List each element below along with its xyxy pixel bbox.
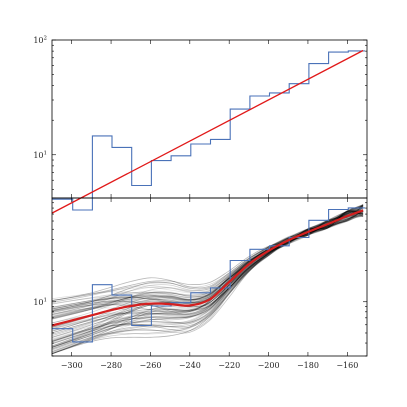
ensemble-curve: [51, 204, 364, 305]
ensemble-curve: [51, 207, 364, 340]
ensemble-curve: [51, 210, 364, 354]
ensemble-curve: [51, 215, 364, 337]
ensemble-curve: [51, 208, 364, 320]
x-tick-label: −240: [179, 361, 201, 370]
ensemble-curve: [51, 207, 364, 315]
x-tick-label: −300: [61, 361, 83, 370]
ensemble-curve: [51, 212, 364, 355]
ensemble-curve: [51, 203, 364, 349]
ensemble-curve: [51, 207, 364, 320]
x-tick-label: −280: [100, 361, 122, 370]
ensemble-curve: [51, 205, 364, 310]
best-fit-curve: [51, 209, 364, 327]
ensemble-curve: [51, 206, 364, 310]
ensemble-curve: [51, 210, 364, 310]
ensemble-curve: [51, 210, 364, 303]
ensemble-curve: [51, 206, 364, 314]
ensemble-curve: [51, 205, 364, 348]
ensemble-curve: [51, 212, 364, 315]
ensemble-curve: [51, 210, 364, 352]
ensemble-curve: [51, 214, 364, 308]
ensemble-curve: [51, 206, 364, 353]
y-tick-label: 101: [33, 150, 47, 160]
ensemble-curve: [51, 204, 364, 336]
ensemble-curve: [51, 210, 364, 342]
bottom-axes-frame: [51, 197, 368, 357]
ensemble-curve: [51, 211, 364, 315]
ensemble-curve: [51, 209, 364, 342]
x-tick-label: −200: [258, 361, 280, 370]
ensemble-curve: [51, 212, 364, 347]
ensemble-curve: [51, 211, 364, 313]
ensemble-curve: [51, 204, 364, 317]
x-tick-label: −160: [336, 361, 358, 370]
ensemble-curve: [51, 204, 364, 310]
y-tick-label: 101: [33, 297, 47, 307]
ensemble-curve: [51, 210, 364, 324]
x-tick-label: −180: [297, 361, 319, 370]
ensemble-curve: [51, 210, 364, 355]
bottom-histogram-steps: [52, 207, 365, 343]
top-y-tick-labels: 102 101: [33, 36, 47, 160]
ensemble-curve: [51, 214, 364, 350]
bottom-ensemble-panel: −300 −280 −260 −240 −220 −200 −180 −160 101: [33, 197, 368, 370]
ensemble-curve: [51, 206, 364, 329]
ensemble-curve: [51, 205, 364, 304]
ensemble-curve: [51, 211, 364, 334]
x-tick-label: −220: [218, 361, 240, 370]
ensemble-curve: [51, 204, 364, 312]
ensemble-curve: [51, 207, 364, 309]
y-tick-label: 102: [33, 36, 47, 46]
ensemble-curve: [51, 214, 364, 312]
ensemble-curve: [51, 210, 364, 316]
ensemble-curve: [51, 212, 364, 348]
top-fit-line: [51, 49, 364, 214]
top-histogram-steps: [52, 50, 365, 211]
x-tick-label: −260: [139, 361, 161, 370]
ensemble-curve: [51, 206, 364, 343]
ensemble-curve: [51, 209, 364, 342]
ensemble-curve: [51, 212, 364, 312]
ensemble-curve: [51, 207, 364, 345]
ensemble-curve: [51, 210, 364, 301]
ensemble-curve: [51, 213, 364, 341]
bottom-tick-labels: −300 −280 −260 −240 −220 −200 −180 −160 101: [33, 297, 358, 370]
ensemble-curve: [51, 210, 364, 335]
ensemble-curve: [51, 205, 364, 353]
ensemble-curve: [51, 210, 364, 302]
